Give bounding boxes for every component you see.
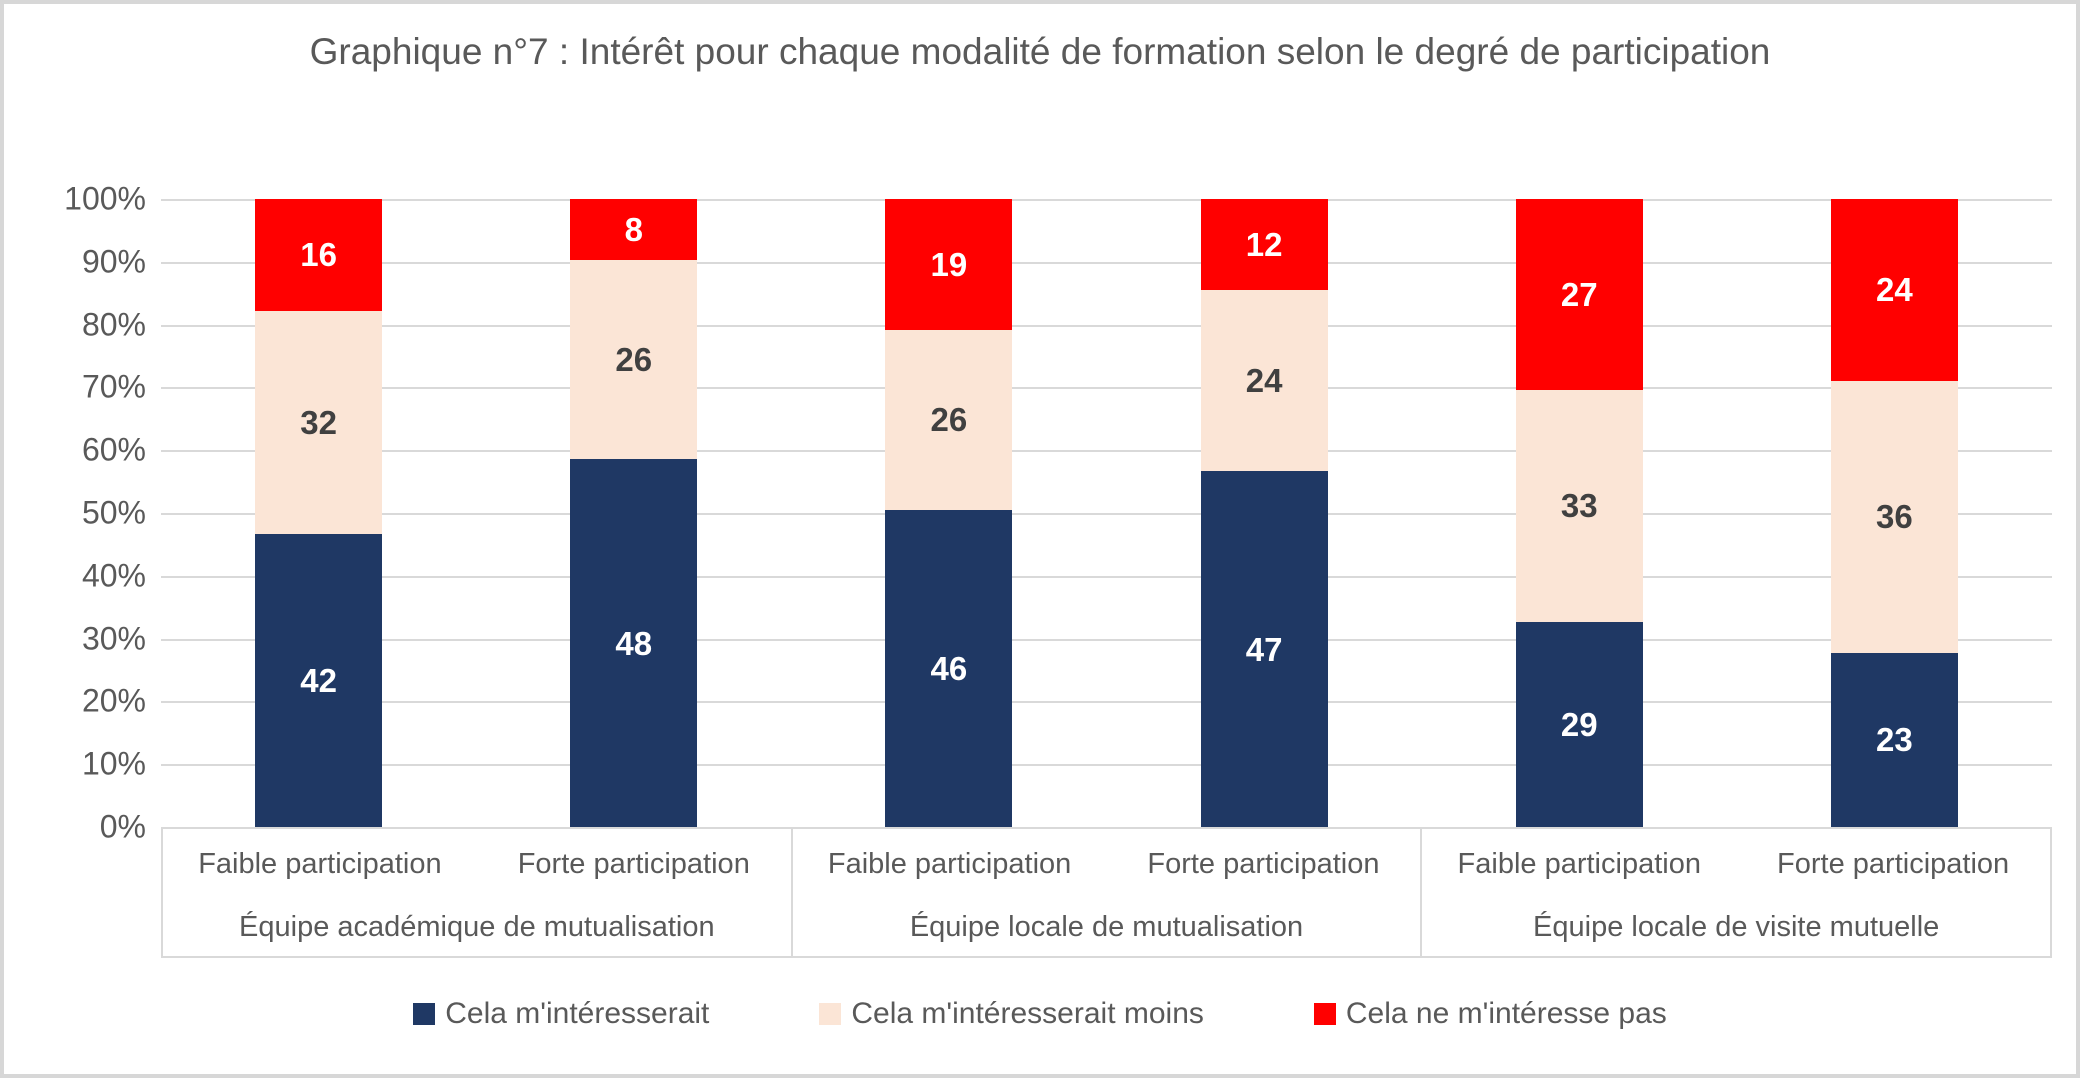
bar-segment: 8 xyxy=(570,199,698,261)
bar-segment: 33 xyxy=(1515,389,1643,623)
gridline xyxy=(161,324,2052,327)
data-label: 24 xyxy=(1245,362,1283,400)
axis-group-label: Équipe locale de mutualisation xyxy=(909,911,1304,943)
axis-group-cell: Faible participation Forte participation É… xyxy=(790,829,1421,956)
bar-segment: 46 xyxy=(885,509,1013,827)
axis-group-cell: Faible participation Forte participation É… xyxy=(1420,829,2050,956)
gridline xyxy=(161,261,2052,264)
data-label: 12 xyxy=(1245,225,1283,263)
legend: Cela m'intéresserait Cela m'intéresserait… xyxy=(4,986,2076,1042)
data-label: 42 xyxy=(300,661,337,699)
y-axis-tick: 60% xyxy=(81,431,146,468)
axis-sub-label: Faible participation xyxy=(1457,847,1701,880)
y-axis-tick: 90% xyxy=(81,243,146,280)
gridline xyxy=(161,450,2052,453)
bar-segment: 24 xyxy=(1830,199,1958,381)
gridline xyxy=(161,199,2052,201)
plot-area: 16 32 42 8 26 48 19 26 46 12 24 47 27 33 29 24 36 23 xyxy=(161,199,2052,827)
data-label: 32 xyxy=(300,403,337,441)
data-label: 48 xyxy=(615,624,653,662)
legend-swatch xyxy=(819,1003,842,1025)
data-label: 29 xyxy=(1560,706,1598,744)
y-axis: 100% 90% 80% 70% 60% 50% 40% 30% 20% 10% 0% xyxy=(4,181,146,845)
axis-sub-row: Faible participation Forte participation xyxy=(163,829,791,899)
bar-segment: 12 xyxy=(1200,199,1328,290)
axis-sub-row: Faible participation Forte participation xyxy=(1422,829,2050,899)
data-label: 46 xyxy=(930,649,968,687)
axis-sub-label: Forte participation xyxy=(1147,847,1380,880)
gridline xyxy=(161,513,2052,515)
data-label: 36 xyxy=(1876,498,1913,536)
axis-group-cell: Faible participation Forte participation É… xyxy=(163,829,791,956)
stacked-bar: 12 24 47 xyxy=(1200,199,1328,827)
bar-segment: 26 xyxy=(885,330,1013,510)
data-label: 27 xyxy=(1560,275,1598,313)
bar-segment: 42 xyxy=(255,533,383,827)
bar-segment: 29 xyxy=(1515,622,1643,827)
stacked-bar: 8 26 48 xyxy=(570,199,698,827)
y-axis-tick: 0% xyxy=(99,808,146,845)
axis-sub-label: Forte participation xyxy=(1777,847,2010,880)
stacked-bar: 27 33 29 xyxy=(1515,199,1643,827)
y-axis-tick: 70% xyxy=(81,368,146,405)
legend-swatch xyxy=(413,1003,436,1025)
stacked-bar: 24 36 23 xyxy=(1830,199,1958,827)
gridline xyxy=(161,638,2052,641)
axis-sub-label: Faible participation xyxy=(198,847,442,880)
data-label: 47 xyxy=(1245,630,1283,668)
axis-sub-label: Forte participation xyxy=(517,847,750,880)
legend-label: Cela m'intéresserait moins xyxy=(851,997,1204,1030)
data-label: 8 xyxy=(624,211,643,249)
bar-segment: 47 xyxy=(1200,471,1328,827)
axis-group-label: Équipe académique de mutualisation xyxy=(239,911,715,943)
bar-segment: 23 xyxy=(1830,652,1958,827)
legend-item: Cela m'intéresserait xyxy=(413,997,709,1031)
legend-item: Cela ne m'intéresse pas xyxy=(1313,997,1667,1031)
bar-segment: 27 xyxy=(1515,199,1643,390)
axis-sub-row: Faible participation Forte participation xyxy=(793,829,1421,899)
legend-item: Cela m'intéresserait moins xyxy=(819,997,1204,1031)
gridline xyxy=(161,575,2052,578)
bar-segment: 36 xyxy=(1830,380,1958,653)
data-label: 24 xyxy=(1876,271,1913,309)
axis-sub-label: Faible participation xyxy=(827,847,1072,880)
gridline xyxy=(161,764,2052,767)
y-axis-tick: 10% xyxy=(81,745,146,782)
stacked-bar: 19 26 46 xyxy=(885,199,1013,827)
stacked-bar: 16 32 42 xyxy=(255,199,383,827)
y-axis-tick: 100% xyxy=(64,180,146,217)
data-label: 23 xyxy=(1876,721,1913,759)
legend-label: Cela ne m'intéresse pas xyxy=(1345,997,1667,1030)
legend-swatch xyxy=(1313,1003,1336,1025)
y-axis-tick: 40% xyxy=(81,557,146,594)
bar-segment: 26 xyxy=(570,260,698,460)
data-label: 26 xyxy=(930,401,968,439)
bar-segment: 32 xyxy=(255,310,383,534)
data-label: 19 xyxy=(930,246,968,284)
y-axis-tick: 50% xyxy=(81,494,146,531)
y-axis-tick: 80% xyxy=(81,306,146,343)
data-label: 16 xyxy=(300,236,337,274)
gridline xyxy=(161,387,2052,390)
legend-label: Cela m'intéresserait xyxy=(445,997,710,1030)
chart-title: Graphique n°7 : Intérêt pour chaque moda… xyxy=(309,31,1771,72)
bar-segment: 24 xyxy=(1200,289,1328,472)
bar-segment: 48 xyxy=(570,459,698,827)
y-axis-tick: 20% xyxy=(81,682,146,719)
y-axis-tick: 30% xyxy=(81,620,146,657)
data-label: 26 xyxy=(615,341,653,379)
bar-segment: 19 xyxy=(885,199,1013,331)
gridline xyxy=(161,701,2052,704)
bar-segment: 16 xyxy=(255,199,383,311)
axis-group-label: Équipe locale de visite mutuelle xyxy=(1533,911,1940,943)
x-axis-label-box: Faible participation Forte participation É… xyxy=(161,827,2052,958)
data-label: 33 xyxy=(1560,487,1598,525)
